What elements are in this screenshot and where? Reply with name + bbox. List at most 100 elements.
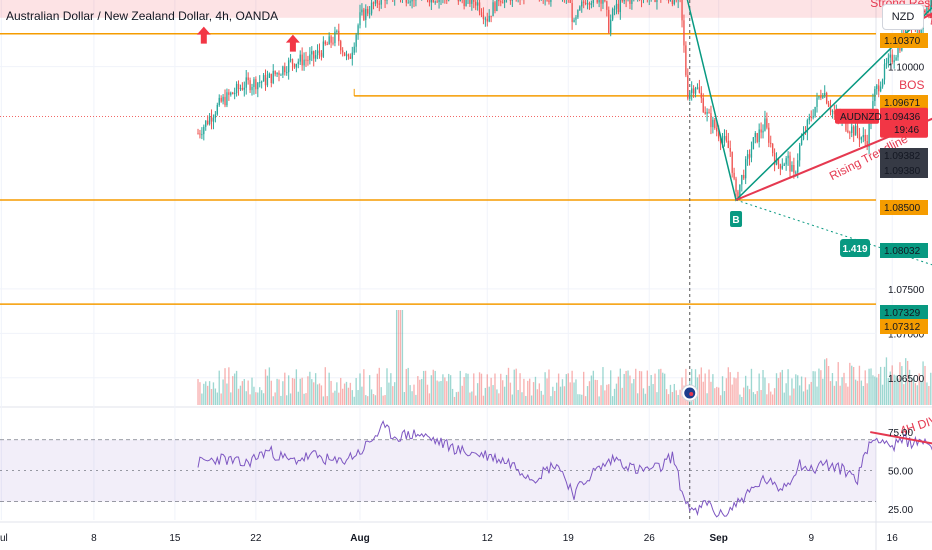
volume-bar [627, 370, 629, 405]
candle-body [889, 54, 891, 58]
candle-body [818, 96, 820, 98]
candle-body [569, 0, 571, 4]
volume-bar [320, 385, 323, 405]
volume-bar [785, 383, 787, 405]
candle-body [773, 153, 776, 165]
volume-bar [851, 365, 853, 405]
volume-bar [237, 388, 240, 405]
candle-body [212, 117, 215, 122]
volume-bar [775, 373, 778, 405]
candle-body [806, 120, 809, 133]
volume-bar [768, 383, 770, 405]
candle-body [852, 126, 855, 136]
candle-body [216, 104, 218, 115]
volume-bar [581, 394, 583, 405]
candle-body [579, 6, 581, 11]
volume-bar [419, 379, 421, 405]
candle-body [731, 151, 733, 173]
candle-body [324, 41, 326, 45]
candle-body [206, 120, 209, 125]
price-tick-label: 1.07000 [888, 329, 925, 340]
volume-bar [278, 379, 280, 405]
volume-bar [766, 394, 768, 405]
volume-bar [629, 375, 631, 405]
volume-bar [791, 378, 793, 405]
volume-bar [783, 392, 785, 405]
volume-bar [448, 373, 450, 405]
time-tick-label: 12 [482, 533, 494, 544]
volume-bar [538, 383, 541, 405]
volume-bar [338, 392, 340, 405]
volume-bar [586, 386, 589, 405]
candle-body [692, 88, 695, 94]
volume-bar [482, 395, 485, 405]
volume-bar [800, 376, 803, 405]
volume-bar [895, 375, 897, 405]
candle-body [781, 165, 783, 169]
volume-bar [903, 384, 905, 405]
volume-bar [268, 367, 271, 405]
candle-body [205, 120, 207, 127]
volume-bar [330, 380, 332, 405]
volume-bar [343, 383, 346, 405]
candle-body [347, 54, 350, 57]
volume-bar [500, 373, 502, 405]
volume-bar [727, 367, 729, 405]
candle-body [816, 97, 818, 107]
volume-bar [436, 380, 438, 405]
current-price-countdown: 19:46 [894, 125, 919, 136]
volume-bar [473, 373, 475, 405]
candle-body [864, 134, 866, 142]
volume-bar [575, 379, 577, 405]
volume-bar [721, 376, 724, 405]
volume-bar [353, 396, 355, 405]
volume-bar [802, 391, 805, 405]
candle-body [885, 63, 888, 65]
volume-bar [407, 367, 409, 405]
candle-body [407, 2, 409, 4]
volume-bar [507, 367, 510, 405]
volume-bar [700, 367, 702, 405]
candle-body [233, 93, 236, 95]
candle-body [245, 77, 247, 88]
volume-bar [291, 378, 294, 405]
candle-body [214, 114, 217, 118]
candle-body [428, 0, 431, 3]
candle-body [787, 155, 789, 159]
candle-body [409, 1, 411, 3]
volume-bar [380, 387, 382, 405]
volume-bar [662, 372, 664, 405]
ratio-badge-text: 1.419 [843, 244, 868, 255]
volume-bar [498, 393, 500, 405]
volume-bar [521, 392, 523, 405]
candle-body [301, 54, 303, 66]
candle-body [754, 133, 756, 138]
volume-bar [926, 382, 928, 405]
candle-body [762, 130, 764, 133]
volume-bar [386, 368, 388, 405]
volume-bar [301, 377, 303, 405]
volume-bar [590, 375, 593, 405]
candle-body [500, 1, 502, 3]
candle-body [488, 15, 490, 22]
candle-body [623, 0, 625, 2]
volume-bar [656, 392, 658, 405]
volume-bar [548, 369, 550, 405]
volume-bar [368, 375, 371, 405]
volume-bar [203, 383, 205, 405]
volume-bar [245, 391, 247, 405]
candle-body [671, 0, 674, 5]
volume-bar [519, 373, 521, 405]
candle-body [629, 0, 631, 4]
candle-body [690, 88, 693, 93]
point-b-label: B [732, 215, 739, 226]
volume-bar [646, 370, 648, 405]
currency-button[interactable]: NZD [882, 4, 924, 30]
candle-body [897, 47, 899, 58]
candle-body [621, 0, 623, 2]
time-tick-label: 26 [644, 533, 656, 544]
volume-bar [262, 393, 265, 405]
volume-bar [648, 385, 650, 405]
volume-bar [428, 393, 431, 405]
